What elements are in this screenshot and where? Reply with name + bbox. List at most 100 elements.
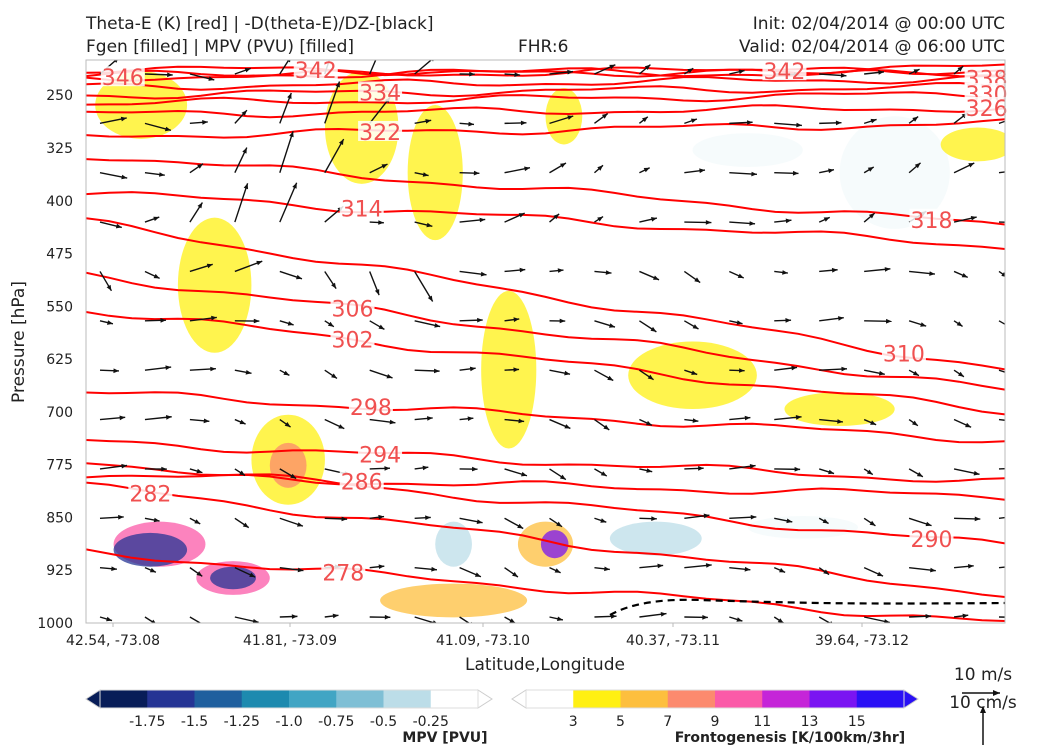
wind-vector-head-116	[609, 323, 615, 328]
wind-vector-head-37	[835, 120, 842, 126]
theta-e-contour-282	[86, 481, 1005, 598]
wind-vector-head-184	[828, 469, 835, 475]
wind-vector-head-4	[286, 60, 291, 63]
mpvbar-swatch-3	[241, 690, 290, 708]
y-tick-925: 925	[46, 563, 73, 579]
wind-vector-head-62	[1015, 168, 1021, 173]
wind-vector-head-12	[644, 64, 651, 70]
wind-vector-head-168	[121, 463, 128, 469]
fgenbar-extend-high	[903, 689, 919, 709]
wind-vector-head-9	[514, 72, 521, 77]
theta-e-label-bg-3	[964, 67, 1009, 88]
wind-vector-head-171	[239, 470, 245, 476]
theta-e-contour-298	[86, 391, 1005, 444]
wind-vector-head-159	[646, 420, 652, 426]
wind-vector-head-135	[513, 367, 520, 372]
wind-vector-188	[998, 467, 1005, 470]
wind-vector-head-120	[785, 318, 792, 323]
wind-vector-head-45	[242, 147, 247, 154]
vector-key-horizontal-arrowhead	[993, 690, 1000, 696]
wind-vector-247	[818, 616, 832, 623]
wind-vector-head-57	[792, 170, 799, 176]
wind-vector-head-73	[553, 213, 560, 220]
wind-vector-head-59	[867, 167, 874, 172]
wind-vector-head-85	[153, 273, 160, 279]
wind-vector-66	[234, 183, 249, 223]
wind-vector-head-236	[332, 613, 339, 619]
wind-vector-head-214	[297, 567, 304, 573]
theta-e-label-bg-13	[348, 396, 393, 417]
wind-vector-head-158	[603, 424, 610, 430]
wind-vector-head-138	[647, 374, 654, 380]
wind-vector-head-245	[736, 617, 743, 622]
wind-vector-head-124	[956, 321, 963, 327]
theta-e-label-282: 282	[129, 482, 171, 507]
fgenbar-frame	[525, 689, 905, 709]
wind-vector-head-82	[970, 216, 977, 221]
wind-vector-head-126	[113, 368, 119, 374]
wind-vector-head-39	[912, 116, 919, 122]
theta-e-contour-334	[86, 81, 1005, 100]
wind-vector-head-187	[973, 470, 980, 476]
wind-vector-head-221	[604, 566, 610, 572]
wind-vector-head-28	[425, 119, 432, 124]
wind-vector-head-231	[106, 616, 112, 622]
wind-vector-head-145	[958, 371, 964, 377]
wind-vector-head-78	[785, 218, 792, 224]
y-axis-ticks: 250 325 400 475 550 625 700 775 850 925 1000	[37, 88, 73, 632]
mpv-colorbar-label: MPV [PVU]	[402, 730, 487, 746]
theta-e-label-294: 294	[359, 443, 401, 468]
theta-e-contour-330	[86, 91, 1005, 106]
wind-vector-head-251	[1010, 615, 1016, 620]
shading-patch-14	[540, 530, 569, 559]
mpvbar-extend-low	[85, 689, 101, 709]
wind-vector-head-51	[524, 166, 530, 172]
theta-e-label-bg-1	[293, 59, 338, 80]
wind-vector-head-41	[1016, 115, 1022, 120]
wind-vector-head-77	[749, 221, 756, 226]
wind-vector-head-98	[737, 273, 744, 278]
wind-vector-62	[998, 171, 1005, 174]
wind-vector-head-194	[341, 516, 348, 522]
x-tick-1: 41.81, -73.09	[243, 633, 337, 649]
wind-vector-head-165	[912, 420, 918, 426]
wind-vector-head-143	[878, 370, 885, 376]
dtheta-e-dz-dashed-contour	[609, 598, 1005, 616]
shading-patch-15	[435, 521, 472, 567]
wind-vector-41	[998, 120, 1005, 125]
mpvbar-tick-4: -0.75	[318, 714, 354, 730]
wind-vector-head-210	[111, 566, 117, 571]
wind-vector-head-204	[786, 518, 793, 524]
wind-vector-head-201	[651, 516, 657, 521]
wind-vector-head-209	[1011, 515, 1017, 520]
theta-e-label-bg-16	[339, 470, 384, 491]
y-tick-550: 550	[46, 299, 73, 315]
wind-vector-head-70	[426, 222, 433, 228]
wind-vector-head-132	[386, 374, 393, 379]
wind-vector-167	[998, 418, 1005, 421]
fgenbar-tick-3: 9	[711, 714, 720, 730]
wind-vector-head-72	[518, 213, 525, 218]
wind-vector-233	[189, 616, 202, 623]
wind-vector-head-129	[245, 370, 252, 375]
theta-e-label-bg-17	[128, 482, 173, 503]
wind-vector-head-149	[203, 418, 210, 424]
wind-vector-head-105	[107, 320, 113, 325]
wind-vector-head-154	[427, 416, 433, 421]
theta-e-contour-278	[86, 548, 1005, 622]
theta-e-label-bg-15	[909, 527, 954, 548]
wind-vector-head-17	[878, 70, 884, 75]
chart-title-line2: Fgen [filled] | MPV (PVU) [filled]	[86, 37, 355, 57]
wind-vector-head-153	[389, 419, 396, 425]
vector-key-vertical-label: 10 cm/s	[949, 693, 1017, 713]
wind-vector-head-150	[239, 419, 246, 425]
wind-vector-27	[369, 96, 391, 124]
wind-vector-head-133	[434, 368, 440, 374]
mpvbar-frame	[99, 689, 479, 709]
wind-vector-head-110	[327, 321, 334, 327]
wind-vector-head-246	[777, 618, 784, 623]
wind-vector-head-3	[244, 68, 251, 73]
mpvbar-swatch-5	[336, 690, 384, 708]
wind-vector-head-117	[650, 326, 657, 332]
wind-vector-head-52	[560, 163, 566, 168]
